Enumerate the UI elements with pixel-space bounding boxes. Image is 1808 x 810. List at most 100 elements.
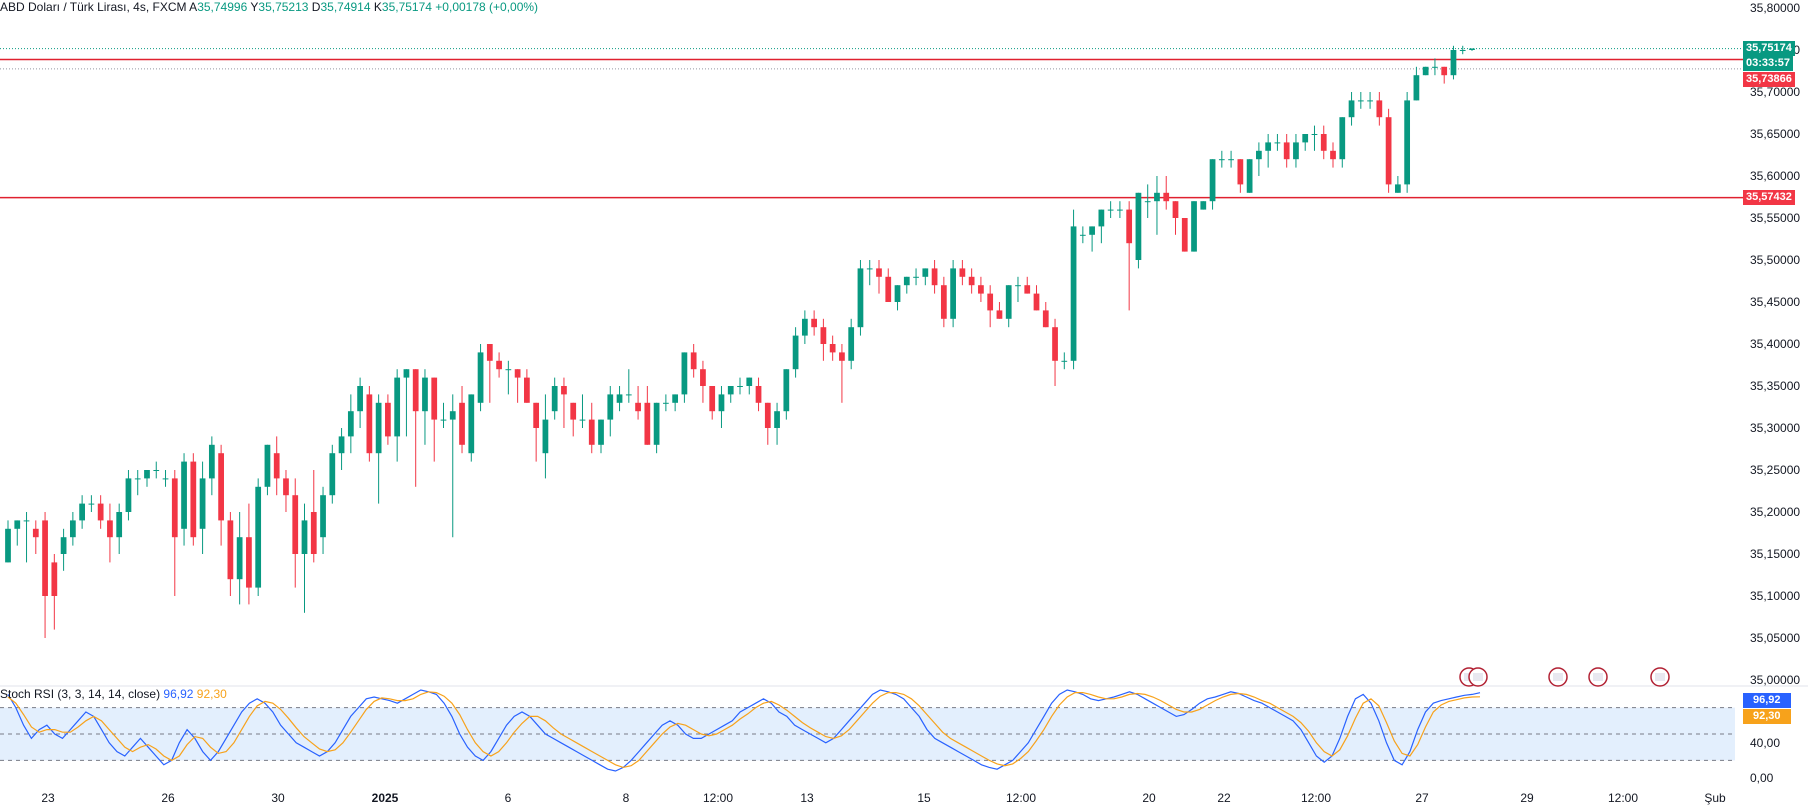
rsi-k-tag: 96,92 — [1743, 693, 1791, 708]
candle-body — [1320, 134, 1327, 151]
rsi-d-line — [7, 691, 1481, 769]
time-axis[interactable]: 23 26 30 2025 6 8 12:00 13 15 12:00 20 22 12:00 27 29 1… — [41, 791, 1726, 805]
time-tick-label: 8 — [623, 791, 630, 805]
candle-body — [1154, 192, 1160, 202]
countdown-tag: 03:33:57 — [1743, 56, 1794, 71]
candle-body — [69, 520, 76, 538]
candle-body — [1330, 150, 1336, 160]
candle-body — [357, 386, 363, 412]
candle-body — [1117, 209, 1123, 211]
stoch-rsi-k-value: 96,92 — [163, 687, 194, 701]
candle-body — [1070, 226, 1077, 361]
rsi-k-line — [7, 689, 1481, 772]
candle-body — [292, 495, 299, 554]
candle-body — [246, 537, 252, 588]
time-tick-label: 12:00 — [1608, 791, 1638, 805]
candle-body — [199, 478, 206, 529]
price-tick-label: 35,05000 — [1750, 631, 1800, 645]
candle-body — [1089, 226, 1095, 235]
time-tick-label: 13 — [800, 791, 814, 805]
candle-body — [218, 453, 224, 521]
time-tick-label: Şub — [1704, 791, 1726, 805]
candle-body — [950, 268, 956, 319]
time-tick-label: 29 — [1520, 791, 1534, 805]
candle-body — [1135, 192, 1142, 260]
candle-body — [625, 394, 632, 396]
stoch-rsi-pane — [0, 689, 1735, 772]
candle-body — [144, 470, 150, 479]
candle-body — [644, 402, 651, 445]
candle-body — [1441, 66, 1448, 76]
candle-body — [1042, 310, 1049, 328]
price-axis[interactable]: 35,8000035,7500035,7000035,6500035,60000… — [1750, 1, 1800, 785]
candle-body — [162, 478, 169, 480]
candle-body — [1191, 201, 1197, 252]
candle-body — [1367, 100, 1373, 102]
candle-body — [1098, 209, 1105, 227]
candle-body — [1052, 327, 1058, 361]
candle-body — [1172, 201, 1179, 218]
candle-body — [690, 352, 697, 370]
candle-body — [42, 520, 48, 596]
flag-stripes-icon — [1655, 673, 1665, 681]
candle-body — [264, 444, 271, 487]
candle-body — [681, 352, 688, 395]
candle-body — [1126, 209, 1133, 244]
low-value: 35,74914 — [320, 0, 371, 14]
candle-body — [125, 478, 132, 512]
candle-body — [1024, 285, 1031, 294]
price-tick-label: 35,60000 — [1750, 169, 1800, 183]
candle-body — [551, 386, 558, 412]
upper-line-tag: 35,73866 — [1743, 72, 1795, 87]
candle-body — [1237, 159, 1244, 185]
candle-body — [829, 344, 836, 353]
stoch-rsi-legend: Stoch RSI (3, 3, 14, 14, close) 96,92 92… — [0, 687, 227, 701]
candle-body — [801, 318, 808, 336]
rsi-tick-label: 40,00 — [1750, 736, 1780, 750]
candle-body — [32, 528, 39, 538]
candle-body — [236, 537, 243, 580]
candle-body — [320, 495, 326, 538]
candle-body — [1265, 142, 1272, 151]
candle-body — [97, 503, 104, 521]
candle-body — [996, 310, 1003, 319]
candle-body — [1144, 201, 1151, 203]
candle-body — [1413, 75, 1420, 101]
time-tick-label: 12:00 — [1301, 791, 1331, 805]
candle-body — [709, 386, 716, 412]
candle-body — [385, 402, 391, 437]
candle-body — [783, 369, 790, 412]
candle-body — [496, 360, 502, 370]
candle-body — [1163, 192, 1170, 202]
candle-body — [764, 402, 771, 428]
time-tick-label: 20 — [1142, 791, 1156, 805]
candle-body — [107, 520, 113, 538]
symbol-legend: ABD Doları / Türk Lirası, 4s, FXCM A35,7… — [0, 0, 538, 14]
candle-body — [459, 402, 465, 445]
candle-body — [1200, 201, 1207, 210]
time-tick-label: 12:00 — [703, 791, 733, 805]
rsi-tick-label: 0,00 — [1750, 771, 1774, 785]
candle-body — [347, 411, 354, 437]
candle-body — [79, 503, 85, 521]
time-tick-label: 2025 — [372, 791, 399, 805]
candle-body — [14, 520, 21, 529]
candle-body — [959, 268, 966, 277]
candle-body — [931, 268, 938, 286]
candle-body — [792, 335, 799, 370]
low-label: D — [311, 0, 321, 14]
close-value: 35,75174 — [381, 0, 432, 14]
candles — [5, 45, 1475, 638]
candle-body — [227, 520, 234, 580]
price-tick-label: 35,00000 — [1750, 673, 1800, 687]
close-label: K — [373, 0, 382, 14]
price-tick-label: 35,35000 — [1750, 379, 1800, 393]
high-label: Y — [250, 0, 259, 14]
price-tick-label: 35,80000 — [1750, 1, 1800, 15]
candle-body — [273, 453, 280, 479]
candle-body — [607, 394, 614, 420]
candle-body — [255, 486, 262, 588]
horizontal-lines — [0, 48, 1743, 199]
candle-body — [181, 461, 187, 529]
